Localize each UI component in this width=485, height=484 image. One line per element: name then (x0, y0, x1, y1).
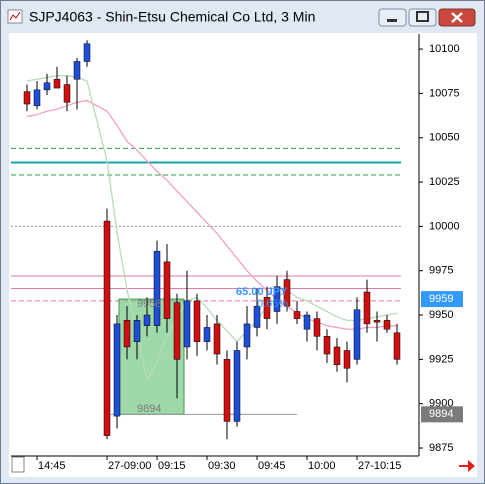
x-tick-label: 14:45 (38, 460, 66, 472)
candle-body (103, 220, 111, 436)
x-tick-label: 10:00 (308, 460, 336, 472)
candle-body (263, 297, 271, 319)
y-tick-label: 9925 (429, 353, 453, 365)
candle-body (203, 327, 211, 342)
candle-body (63, 84, 71, 103)
candle-body (233, 350, 241, 422)
candle-body (153, 250, 161, 326)
scroll-box[interactable] (11, 456, 25, 473)
candle-body (303, 314, 311, 330)
candle-body (23, 91, 31, 105)
candle-body (83, 43, 91, 62)
candle-body (273, 286, 281, 312)
minimize-button[interactable] (378, 8, 407, 27)
candle-body (163, 261, 171, 319)
candle-body (353, 309, 361, 360)
candle-body (133, 320, 141, 342)
x-tick-label: 27-10:15 (358, 460, 401, 472)
price-tag (421, 291, 463, 308)
measure-start-label: 9958 (137, 298, 161, 310)
y-tick-label: 9975 (429, 265, 453, 277)
indicator-line (26, 99, 397, 330)
measure-end-label: 9894 (137, 403, 161, 415)
candle-body (333, 346, 341, 365)
y-tick-label: 9875 (429, 442, 453, 454)
price-tag-label: 9959 (429, 293, 453, 305)
candle-body (53, 78, 61, 89)
price-tag-label: 9894 (429, 408, 453, 420)
x-tick-label: 09:15 (158, 460, 186, 472)
candle-body (183, 300, 191, 348)
window-title: SJPJ4063 - Shin-Etsu Chemical Co Ltd, 3 … (29, 9, 315, 25)
candle-body (383, 320, 391, 330)
scroll-right-arrow[interactable] (459, 460, 475, 472)
y-tick-label: 10025 (429, 176, 460, 188)
measure-percent: 0.65% (257, 298, 288, 310)
candle-body (223, 359, 231, 422)
candle-body (173, 302, 181, 360)
y-tick-label: 10075 (429, 87, 460, 99)
candle-body (323, 336, 331, 355)
close-glyph (451, 12, 463, 23)
candle-body (33, 89, 41, 107)
candle-body (243, 323, 251, 348)
candle-body (213, 323, 221, 355)
y-tick-label: 10050 (429, 132, 460, 144)
y-tick-label: 10000 (429, 220, 460, 232)
candle-body (393, 332, 401, 360)
measure-label: 65.00 JPY (236, 286, 288, 298)
x-tick-label: 27-09:00 (108, 460, 151, 472)
minimize-glyph (387, 19, 397, 22)
y-tick-label: 9950 (429, 309, 453, 321)
candle-body (143, 314, 151, 326)
app-icon-glyph (9, 11, 21, 21)
candle-body (293, 311, 301, 319)
price-tag (421, 406, 463, 423)
maximize-glyph (416, 11, 429, 22)
candle-body (43, 82, 51, 91)
chart-panel (9, 33, 477, 477)
x-tick-label: 09:30 (208, 460, 236, 472)
maximize-button[interactable] (408, 8, 437, 27)
measure-box (118, 298, 185, 415)
x-tick-label: 09:45 (258, 460, 286, 472)
candle-body (123, 320, 131, 348)
candle-body (373, 320, 381, 323)
candle-body (193, 300, 201, 342)
candle-body (313, 318, 321, 337)
y-tick-label: 10100 (429, 43, 460, 55)
candle-body (343, 350, 351, 369)
candle-body (113, 323, 121, 417)
candle-body (73, 61, 81, 80)
candle-body (253, 305, 261, 328)
candle-body (283, 279, 291, 307)
candle-body (363, 291, 371, 325)
